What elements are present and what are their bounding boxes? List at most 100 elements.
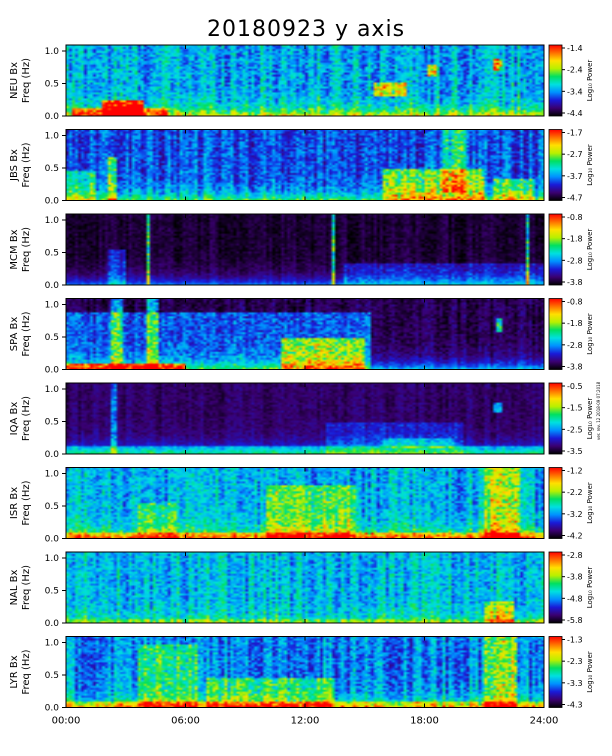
colorbar-tick-label: -3.8: [567, 278, 583, 287]
panel-spa: 0.0 0.5 1.0 SPA Bx Freq (Hz) -0.8 -1.8 -2.8 -3.8…: [9, 298, 594, 376]
colorbar-tick-label: -1.5: [567, 404, 583, 413]
y-axis-label-freq: Freq (Hz): [21, 227, 32, 272]
y-tick-label: 0.0: [45, 704, 60, 714]
x-tick-label: 18:00: [410, 716, 439, 727]
colorbar: [548, 129, 563, 201]
y-axis-label-freq: Freq (Hz): [21, 480, 32, 525]
plot-frame: [65, 213, 545, 286]
y-tick-label: 1.0: [45, 216, 60, 226]
colorbar-tick-label: -3.2: [567, 510, 583, 519]
y-axis-label-freq: Freq (Hz): [21, 565, 32, 610]
y-tick-label: 0.5: [45, 333, 59, 343]
plot-frame: [65, 467, 545, 539]
y-tick-label: 0.0: [45, 366, 60, 376]
spectrogram-neu: [66, 45, 544, 116]
colorbar-tick-label: -2.4: [567, 66, 583, 75]
colorbar-label: Log₁₀ Power: [586, 144, 594, 186]
colorbar: [548, 44, 563, 117]
colorbar-tick-label: -2.8: [567, 256, 583, 265]
colorbar-tick-label: -1.2: [567, 467, 583, 476]
colorbar: [548, 467, 563, 539]
panel-iqa: 0.0 0.5 1.0 IQA Bx Freq (Hz) -0.5 -1.5 -2.5 -3.5…: [9, 382, 594, 460]
plot-frame: [65, 636, 545, 708]
y-axis-label-station: LYR Bx: [9, 655, 20, 688]
y-axis-label-station: NAL Bx: [9, 569, 20, 605]
panel-isr: 0.0 0.5 1.0 ISR Bx Freq (Hz) -1.2 -2.2 -3.2 -4.2…: [9, 467, 594, 545]
y-tick-label: 0.0: [45, 197, 60, 207]
y-tick-label: 0.0: [45, 281, 60, 291]
colorbar: [548, 551, 563, 624]
colorbar-tick-label: -0.8: [567, 298, 583, 307]
colorbar-label: Log₁₀ Power: [586, 651, 594, 693]
y-tick-label: 1.0: [45, 132, 60, 142]
y-axis-label-freq: Freq (Hz): [21, 142, 32, 187]
y-tick-label: 0.0: [45, 619, 60, 629]
colorbar-label: Log₁₀ Power: [586, 229, 594, 271]
y-axis-label-freq: Freq (Hz): [21, 396, 32, 441]
panel-neu: 0.0 0.5 1.0 NEU Bx Freq (Hz) -1.4 -2.4 -3.4 -4.4…: [9, 44, 594, 122]
colorbar-tick-label: -1.8: [567, 319, 583, 328]
plot-frame: [65, 298, 545, 370]
colorbar-tick-label: -0.5: [567, 382, 583, 391]
spectrogram-iqa: [66, 383, 544, 454]
y-tick-label: 1.0: [45, 385, 60, 395]
spectrogram-jbs: [66, 129, 544, 201]
panel-lyr: 0.0 0.5 1.0 LYR Bx Freq (Hz) -1.3 -2.3 -3.3 -4.3…: [9, 636, 594, 714]
y-tick-label: 1.0: [45, 47, 60, 57]
colorbar-tick-label: -3.4: [567, 87, 583, 96]
colorbar-tick-label: -1.3: [567, 636, 583, 645]
colorbar-tick-label: -1.4: [567, 44, 583, 53]
y-tick-label: 0.5: [45, 671, 59, 681]
spectrogram-nal: [66, 552, 544, 623]
colorbar-tick-label: -4.3: [567, 701, 583, 710]
x-tick-label: 24:00: [530, 716, 559, 727]
y-axis-label-station: SPA Bx: [9, 317, 20, 352]
colorbar-tick-label: -4.7: [567, 194, 583, 203]
colorbar-tick-label: -3.5: [567, 447, 583, 456]
colorbar-label: Log₁₀ Power: [586, 60, 594, 102]
colorbar-tick-label: -1.7: [567, 129, 583, 138]
colorbar-tick-label: -2.8: [567, 341, 583, 350]
colorbar-tick-label: -3.7: [567, 172, 583, 181]
y-tick-label: 1.0: [45, 639, 60, 649]
x-tick-label: 12:00: [291, 716, 320, 727]
plot-frame: [65, 44, 545, 117]
y-tick-label: 1.0: [45, 301, 60, 311]
x-tick-label: 00:00: [52, 716, 81, 727]
colorbar-tick-label: -2.7: [567, 150, 583, 159]
colorbar-tick-label: -3.8: [567, 363, 583, 372]
spectrogram-mcm: [66, 214, 544, 285]
y-axis-label-station: NEU Bx: [9, 62, 20, 99]
version-note: ver. rev. 12 2018-09 07:2018: [596, 381, 601, 440]
y-tick-label: 0.5: [45, 587, 59, 597]
y-axis-label-freq: Freq (Hz): [21, 649, 32, 694]
plot-frame: [65, 129, 545, 201]
plot-frame: [65, 382, 545, 455]
colorbar-tick-label: -3.3: [567, 679, 583, 688]
panel-nal: 0.0 0.5 1.0 NAL Bx Freq (Hz) -2.8 -3.8 -4.8 -5.8…: [9, 551, 594, 629]
y-tick-label: 0.0: [45, 450, 60, 460]
y-axis-label-station: ISR Bx: [9, 487, 20, 519]
y-axis-label-freq: Freq (Hz): [21, 311, 32, 356]
colorbar: [548, 213, 563, 286]
colorbar: [548, 382, 563, 455]
chart-title: 20180923 y axis: [206, 17, 406, 42]
y-tick-label: 0.5: [45, 80, 59, 90]
y-axis-label-station: IQA Bx: [9, 402, 20, 436]
y-tick-label: 0.5: [45, 249, 59, 259]
x-tick-label: 06:00: [171, 716, 200, 727]
colorbar-tick-label: -4.2: [567, 532, 583, 541]
panel-mcm: 0.0 0.5 1.0 MCM Bx Freq (Hz) -0.8 -1.8 -2.8 -3.8…: [9, 213, 594, 291]
colorbar-tick-label: -2.8: [567, 551, 583, 560]
y-axis-label-station: MCM Bx: [9, 229, 20, 269]
panel-jbs: 0.0 0.5 1.0 JBS Bx Freq (Hz) -1.7 -2.7 -3.7 -4.7…: [9, 129, 594, 207]
colorbar-label: Log₁₀ Power: [586, 567, 594, 609]
colorbar-tick-label: -4.8: [567, 594, 583, 603]
colorbar-tick-label: -2.2: [567, 488, 583, 497]
colorbar: [548, 636, 563, 708]
plot-frame: [65, 551, 545, 624]
spectrogram-isr: [66, 467, 544, 539]
colorbar: [548, 298, 563, 370]
